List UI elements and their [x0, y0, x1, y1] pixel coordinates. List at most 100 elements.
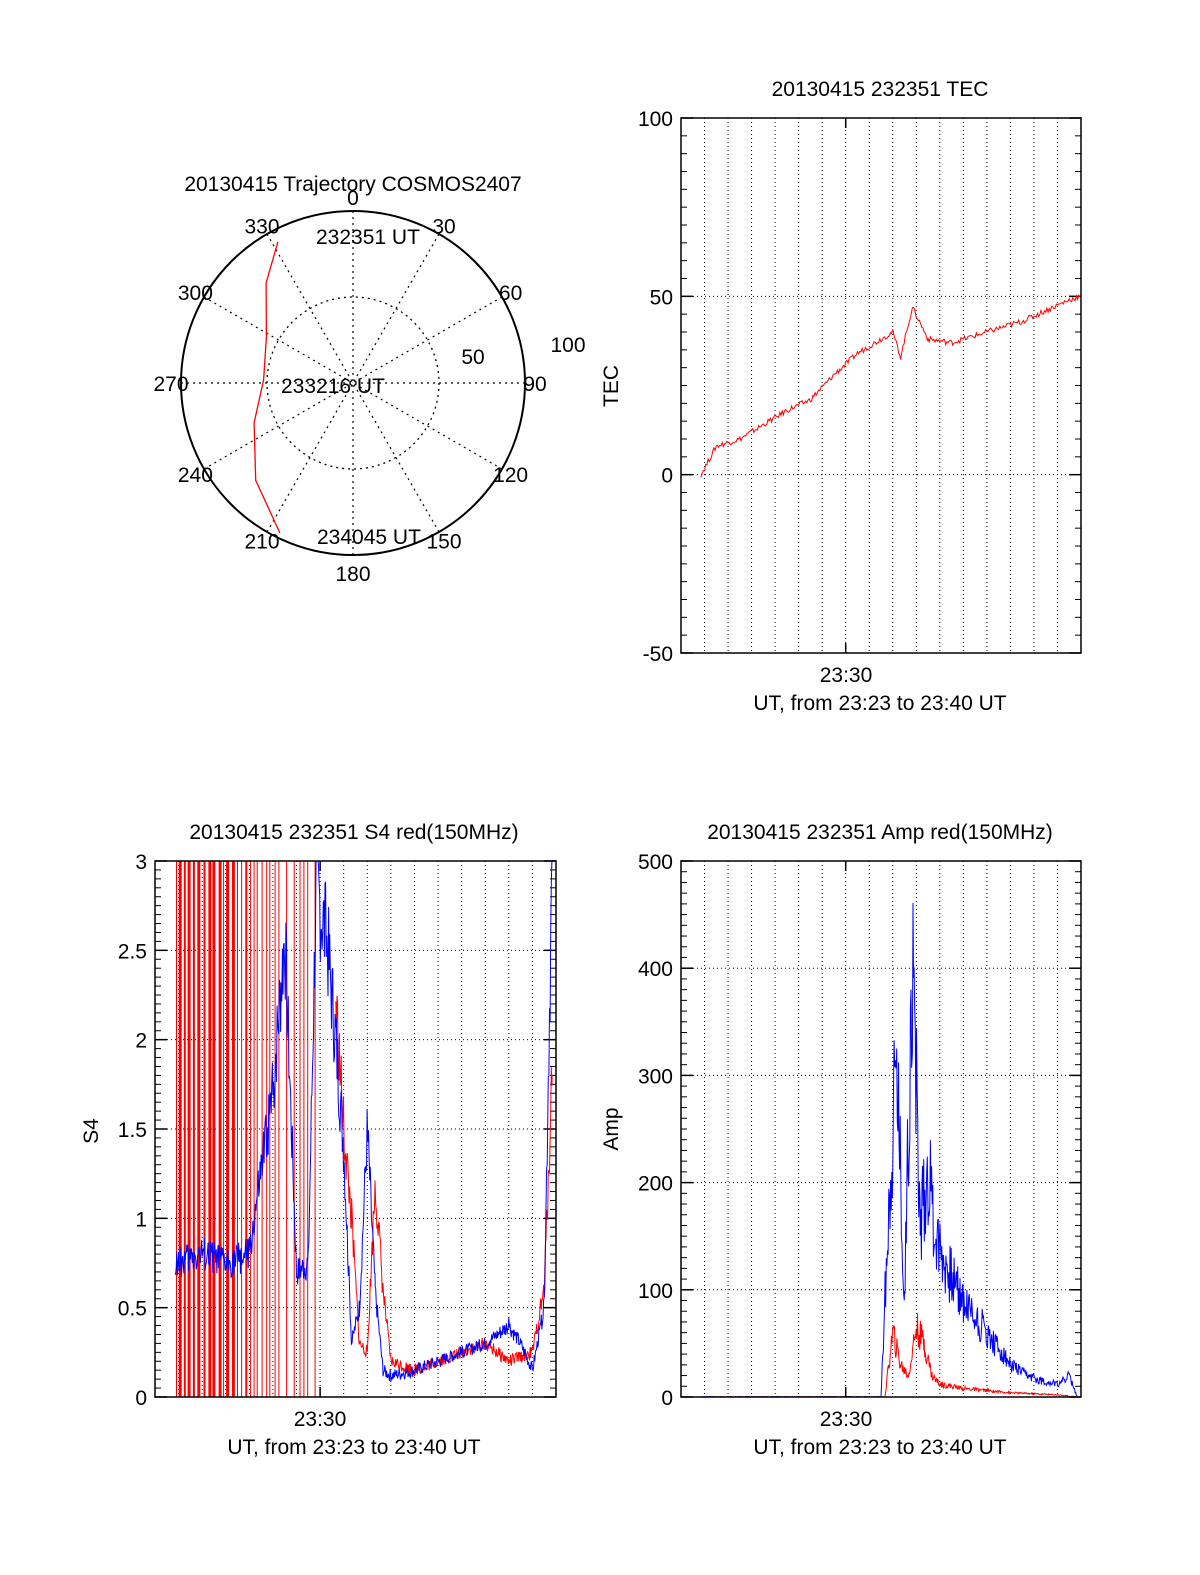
s4-red-noise-bar [208, 861, 212, 1397]
annotation-start-time: 232351 UT [316, 226, 420, 249]
polar-angle-label-270: 270 [153, 373, 188, 396]
s4-red-noise-bar [187, 861, 191, 1397]
s4-red-noise-bar [183, 861, 186, 1397]
polar-angle-label-330: 330 [244, 215, 279, 238]
s4-red-noise-bar [261, 861, 263, 1397]
polar-angle-label-240: 240 [178, 464, 213, 487]
polar-trajectory-series [253, 241, 281, 534]
tec-y-tick-labels: -50 0 50 100 [638, 108, 673, 666]
polar-angle-label-150: 150 [426, 531, 461, 554]
tec-tick-marks [681, 117, 1081, 654]
s4-red-noise-bar [303, 861, 305, 1397]
amp-y-tick-label: 300 [638, 1065, 673, 1088]
s4-y-tick-label: 0 [135, 1387, 147, 1410]
amp-y-tick-label: 200 [638, 1173, 673, 1196]
polar-angle-label-60: 60 [499, 282, 522, 305]
s4-y-tick-label: 0.5 [118, 1298, 147, 1321]
s4-red-noise-bar [314, 861, 316, 1397]
amp-title: 20130415 232351 Amp red(150MHz) [707, 821, 1053, 844]
polar-angle-label-0: 0 [347, 187, 359, 210]
s4-red-noise-bar [241, 861, 243, 1397]
polar-angle-label-30: 30 [432, 215, 455, 238]
s4-red-noise-bar [256, 861, 258, 1397]
tec-grid [681, 118, 1081, 653]
s4-red-noise-bar [197, 861, 201, 1397]
s4-red-noise-bar [274, 861, 276, 1397]
s4-y-tick-labels: 0 0.5 1 1.5 2 2.5 3 [118, 851, 147, 1410]
polar-trajectory-panel: 20130415 Trajectory COSMOS2407 0 30 60 90 12… [153, 173, 585, 586]
tec-x-tick-label: 23:30 [820, 664, 873, 687]
tec-series [700, 294, 1082, 478]
tec-y-tick-label: -50 [643, 643, 673, 666]
s4-red-noise-bar [307, 861, 309, 1397]
polar-title: 20130415 Trajectory COSMOS2407 [184, 173, 521, 196]
amp-y-tick-label: 100 [638, 1280, 673, 1303]
s4-red-noise-bar [212, 861, 216, 1397]
amp-y-tick-label: 0 [661, 1387, 673, 1410]
polar-radial-label-50: 50 [461, 346, 484, 369]
polar-angle-label-90: 90 [523, 373, 546, 396]
s4-title: 20130415 232351 S4 red(150MHz) [189, 821, 518, 844]
s4-red-noise-bar [192, 861, 195, 1397]
s4-tick-marks [155, 860, 556, 1398]
amp-series [700, 902, 1078, 1398]
amp-y-axis-label: Amp [600, 1107, 623, 1150]
s4-red-noise-bar [226, 861, 230, 1397]
polar-radial-label-100: 100 [550, 334, 585, 357]
s4-series [174, 860, 553, 1382]
s4-series-line-0 [335, 995, 553, 1377]
amp-y-tick-label: 500 [638, 851, 673, 874]
s4-red-noise-bar [299, 861, 301, 1397]
amp-x-axis-label: UT, from 23:23 to 23:40 UT [753, 1436, 1006, 1459]
amp-panel: 20130415 232351 Amp red(150MHz) 0 100 200 3… [600, 821, 1082, 1459]
tec-series-line-0 [700, 294, 1082, 478]
s4-y-tick-label: 2.5 [118, 940, 147, 963]
polar-angle-label-300: 300 [178, 282, 213, 305]
s4-red-noise-bar [218, 861, 222, 1397]
tec-y-axis-label: TEC [600, 365, 623, 407]
s4-red-noise-bar [249, 861, 251, 1397]
amp-series-line-0 [701, 1313, 1078, 1398]
s4-y-tick-label: 2 [135, 1030, 147, 1053]
polar-trajectory-line-0 [253, 241, 281, 534]
s4-red-noise-bar [231, 861, 235, 1397]
s4-red-noise-bars [176, 861, 316, 1397]
tec-title: 20130415 232351 TEC [772, 78, 989, 101]
s4-red-noise-bar [278, 861, 280, 1397]
s4-x-axis-label: UT, from 23:23 to 23:40 UT [227, 1436, 480, 1459]
polar-angle-labels: 0 30 60 90 120 150 180 210 240 270 300 330 [153, 187, 546, 586]
s4-red-noise-bar [237, 861, 238, 1397]
s4-y-tick-label: 1.5 [118, 1119, 147, 1142]
s4-red-noise-bar [245, 861, 248, 1397]
s4-red-noise-bar [293, 861, 295, 1397]
polar-angle-label-120: 120 [493, 464, 528, 487]
amp-y-tick-labels: 0 100 200 300 400 500 [638, 851, 673, 1410]
s4-red-noise-bar [178, 861, 182, 1397]
tec-y-tick-label: 100 [638, 108, 673, 131]
s4-y-axis-label: S4 [80, 1118, 103, 1144]
polar-grid [181, 211, 525, 555]
s4-red-noise-bar [223, 861, 225, 1397]
polar-outer-circle [180, 210, 526, 556]
polar-angle-label-210: 210 [244, 531, 279, 554]
s4-red-noise-bar [269, 861, 271, 1397]
s4-y-tick-label: 1 [135, 1208, 147, 1231]
s4-x-tick-label: 23:30 [294, 1408, 347, 1431]
amp-tick-marks [681, 860, 1081, 1398]
s4-red-noise-bar [286, 861, 288, 1397]
tec-y-tick-label: 0 [661, 465, 673, 488]
s4-red-noise-bar [203, 861, 206, 1397]
amp-x-tick-label: 23:30 [820, 1408, 873, 1431]
amp-grid [681, 861, 1081, 1397]
amp-series-line-1 [700, 902, 1078, 1398]
amp-plot-frame [680, 860, 1082, 1398]
s4-series-line-1 [174, 860, 553, 1382]
s4-panel: 20130415 232351 S4 red(150MHz) 0 0.5 1 1.5 2… [80, 821, 557, 1459]
polar-angle-label-180: 180 [335, 563, 370, 586]
tec-x-axis-label: UT, from 23:23 to 23:40 UT [753, 692, 1006, 715]
s4-plot-frame [154, 860, 557, 1398]
annotation-mid-time: 233216 UT [281, 375, 385, 398]
tec-y-tick-label: 50 [650, 286, 673, 309]
s4-red-noise-bar [253, 861, 255, 1397]
